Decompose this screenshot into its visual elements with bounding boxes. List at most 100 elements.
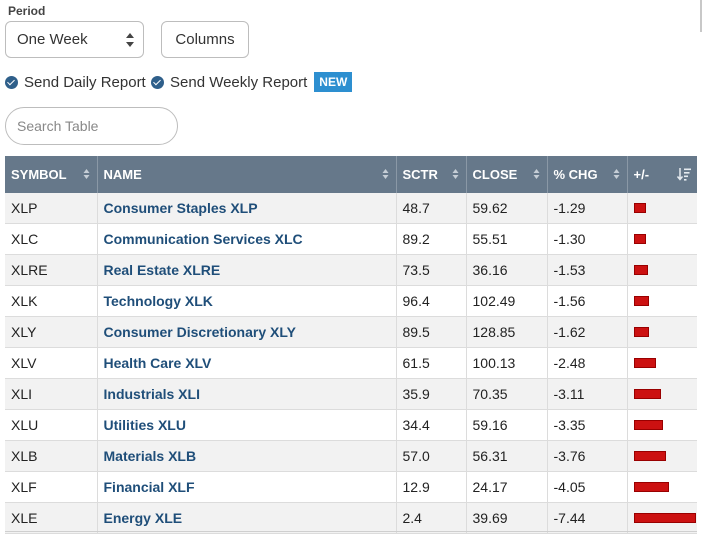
column-header-label: % CHG (553, 167, 598, 182)
change-bar-cell (627, 471, 697, 503)
pct-chg-cell: -2.48 (547, 347, 628, 379)
symbol-cell: XLK (5, 285, 98, 317)
column-header-name[interactable]: NAME (97, 156, 397, 193)
negative-change-bar (633, 482, 669, 492)
pct-chg-cell: -1.62 (547, 316, 628, 348)
symbol-cell: XLU (5, 409, 98, 441)
table-bottom-border (5, 531, 697, 532)
name-link[interactable]: Energy XLE (97, 502, 397, 534)
close-cell: 36.16 (466, 254, 548, 286)
name-link[interactable]: Consumer Discretionary XLY (97, 316, 397, 348)
sctr-cell: 2.4 (396, 502, 467, 534)
column-header-label: NAME (103, 167, 142, 182)
sector-table: SYMBOL NAME SCTR CLOSE % CHG +/- XLP Cons… (5, 156, 697, 534)
sctr-cell: 89.5 (396, 316, 467, 348)
table-row[interactable]: XLK Technology XLK 96.4 102.49 -1.56 (5, 285, 697, 317)
name-link[interactable]: Financial XLF (97, 471, 397, 503)
sort-arrows-icon (382, 169, 388, 179)
table-row[interactable]: XLB Materials XLB 57.0 56.31 -3.76 (5, 440, 697, 472)
pct-chg-cell: -4.05 (547, 471, 628, 503)
negative-change-bar (633, 327, 649, 337)
change-bar-cell (627, 347, 697, 379)
sctr-cell: 96.4 (396, 285, 467, 317)
table-row[interactable]: XLRE Real Estate XLRE 73.5 36.16 -1.53 (5, 254, 697, 286)
table-row[interactable]: XLV Health Care XLV 61.5 100.13 -2.48 (5, 347, 697, 379)
change-bar-cell (627, 223, 697, 255)
table-header-row: SYMBOL NAME SCTR CLOSE % CHG +/- (5, 156, 697, 193)
column-header-close[interactable]: CLOSE (466, 156, 548, 193)
negative-change-bar (633, 451, 666, 461)
column-header-pct-chg[interactable]: % CHG (547, 156, 628, 193)
table-row[interactable]: XLP Consumer Staples XLP 48.7 59.62 -1.29 (5, 193, 697, 224)
close-cell: 24.17 (466, 471, 548, 503)
name-link[interactable]: Technology XLK (97, 285, 397, 317)
symbol-cell: XLF (5, 471, 98, 503)
send-daily-report-checkbox[interactable]: Send Daily Report (5, 73, 146, 91)
change-bar-cell (627, 193, 697, 224)
name-link[interactable]: Industrials XLI (97, 378, 397, 410)
sort-arrows-icon (83, 169, 89, 179)
sctr-cell: 35.9 (396, 378, 467, 410)
new-badge: NEW (314, 72, 353, 92)
close-cell: 59.62 (466, 193, 548, 224)
table-row[interactable]: XLE Energy XLE 2.4 39.69 -7.44 (5, 502, 697, 534)
negative-change-bar (633, 234, 646, 244)
negative-change-bar (633, 420, 663, 430)
name-link[interactable]: Consumer Staples XLP (97, 193, 397, 224)
change-bar-cell (627, 440, 697, 472)
period-select[interactable]: One Week (5, 21, 144, 58)
pct-chg-cell: -3.76 (547, 440, 628, 472)
symbol-cell: XLP (5, 193, 98, 224)
change-bar-cell (627, 316, 697, 348)
symbol-cell: XLY (5, 316, 98, 348)
table-row[interactable]: XLY Consumer Discretionary XLY 89.5 128.85-… (5, 316, 697, 348)
change-bar-cell (627, 502, 697, 534)
search-table-input[interactable] (5, 107, 178, 145)
pct-chg-cell: -1.53 (547, 254, 628, 286)
name-link[interactable]: Communication Services XLC (97, 223, 397, 255)
sctr-cell: 89.2 (396, 223, 467, 255)
sctr-cell: 12.9 (396, 471, 467, 503)
pct-chg-cell: -1.30 (547, 223, 628, 255)
sort-arrows-icon (613, 169, 619, 179)
close-cell: 59.16 (466, 409, 548, 441)
close-cell: 56.31 (466, 440, 548, 472)
pct-chg-cell: -3.35 (547, 409, 628, 441)
up-down-chevron-icon (126, 33, 134, 47)
pct-chg-cell: -7.44 (547, 502, 628, 534)
close-cell: 128.85 (466, 316, 548, 348)
symbol-cell: XLRE (5, 254, 98, 286)
column-header-label: SYMBOL (11, 167, 67, 182)
table-row[interactable]: XLC Communication Services XLC 89.2 55.51 -1… (5, 223, 697, 255)
pct-chg-cell: -1.29 (547, 193, 628, 224)
sctr-cell: 73.5 (396, 254, 467, 286)
change-bar-cell (627, 378, 697, 410)
pct-chg-cell: -1.56 (547, 285, 628, 317)
name-link[interactable]: Utilities XLU (97, 409, 397, 441)
column-header-symbol[interactable]: SYMBOL (5, 156, 98, 193)
negative-change-bar (633, 513, 696, 523)
columns-button[interactable]: Columns (161, 21, 249, 58)
name-link[interactable]: Materials XLB (97, 440, 397, 472)
column-header-label: SCTR (402, 167, 438, 182)
check-circle-icon (5, 75, 18, 89)
table-row[interactable]: XLU Utilities XLU 34.4 59.16 -3.35 (5, 409, 697, 441)
symbol-cell: XLE (5, 502, 98, 534)
send-weekly-report-checkbox[interactable]: Send Weekly Report NEW (151, 72, 353, 92)
change-bar-cell (627, 285, 697, 317)
column-header-label: +/- (633, 167, 650, 182)
close-cell: 100.13 (466, 347, 548, 379)
column-header-plus-minus[interactable]: +/- (627, 156, 697, 193)
negative-change-bar (633, 358, 656, 368)
change-bar-cell (627, 254, 697, 286)
name-link[interactable]: Health Care XLV (97, 347, 397, 379)
table-row[interactable]: XLF Financial XLF 12.9 24.17 -4.05 (5, 471, 697, 503)
table-row[interactable]: XLI Industrials XLI 35.9 70.35 -3.11 (5, 378, 697, 410)
send-weekly-report-label: Send Weekly Report (170, 73, 308, 91)
name-link[interactable]: Real Estate XLRE (97, 254, 397, 286)
close-cell: 102.49 (466, 285, 548, 317)
sctr-cell: 34.4 (396, 409, 467, 441)
sort-descending-icon (677, 168, 691, 181)
page-scrollbar[interactable] (700, 0, 702, 32)
column-header-sctr[interactable]: SCTR (396, 156, 467, 193)
